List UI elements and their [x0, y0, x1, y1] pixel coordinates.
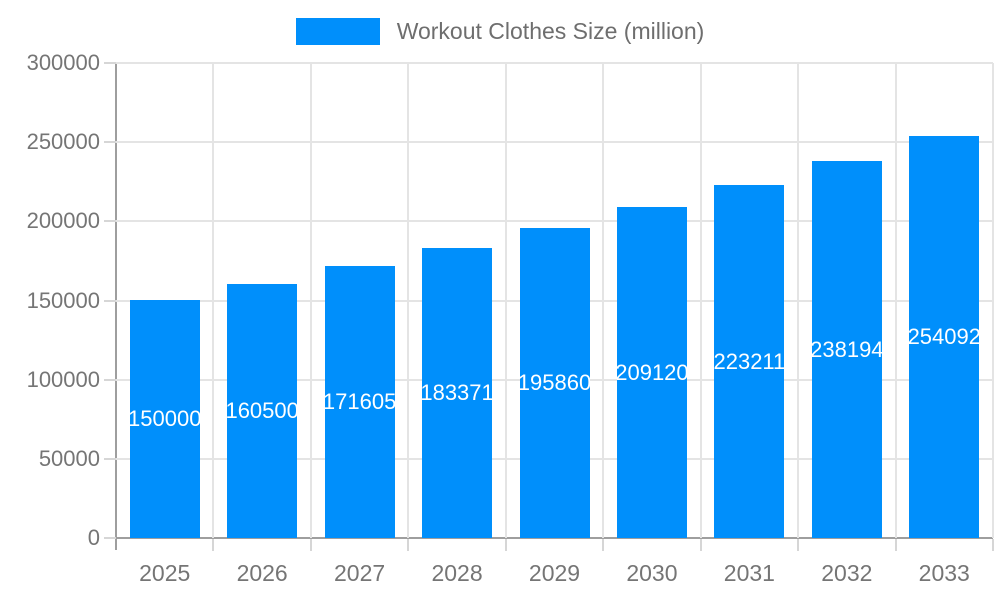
- y-axis-tick: [104, 62, 116, 64]
- v-gridline: [212, 63, 215, 538]
- bar-2027[interactable]: 171605: [324, 266, 395, 538]
- h-gridline: [116, 141, 993, 144]
- y-axis-tick: [104, 457, 116, 460]
- y-axis-label: 0: [87, 525, 100, 550]
- y-axis-tick: [104, 220, 116, 223]
- x-axis-label: 2030: [626, 560, 678, 586]
- bar-2026[interactable]: 160500: [227, 284, 298, 538]
- x-axis-tick: [992, 539, 994, 551]
- bar-2025[interactable]: 150000: [129, 300, 200, 538]
- x-axis-label: 2025: [139, 560, 191, 586]
- x-axis-line: [104, 537, 993, 539]
- y-axis-line: [115, 63, 117, 550]
- v-gridline: [699, 63, 702, 538]
- bar-value-label: 195860: [519, 370, 590, 395]
- bar-2032[interactable]: 238194: [811, 161, 882, 538]
- bar-value-label: 160500: [227, 398, 298, 423]
- x-axis-tick: [309, 539, 312, 551]
- bar-value-label: 150000: [129, 406, 200, 431]
- x-axis-label: 2029: [528, 560, 581, 586]
- bar-value-label: 171605: [324, 389, 395, 414]
- y-axis-label: 200000: [26, 208, 100, 234]
- y-axis-label: 50000: [38, 445, 100, 471]
- bar-2029[interactable]: 195860: [519, 228, 590, 538]
- v-gridline: [992, 63, 994, 538]
- y-axis-label: 150000: [26, 287, 100, 313]
- bar-2028[interactable]: 183371: [422, 248, 493, 538]
- bar-2031[interactable]: 223211: [714, 185, 785, 538]
- legend-item[interactable]: Workout Clothes Size (million): [295, 18, 705, 45]
- legend-label: Workout Clothes Size (million): [396, 18, 705, 44]
- bar-value-label: 209120: [616, 359, 687, 385]
- y-axis-tick: [104, 141, 116, 144]
- legend-swatch-icon: [295, 18, 380, 45]
- h-gridline: [116, 62, 993, 64]
- x-axis-label: 2027: [334, 560, 386, 586]
- x-axis-label: 2033: [918, 560, 970, 586]
- bar-value-label: 223211: [714, 348, 785, 374]
- x-axis-tick: [602, 539, 605, 551]
- bar-value-label: 183371: [422, 380, 493, 405]
- x-axis-label: 2032: [821, 560, 873, 586]
- legend: Workout Clothes Size (million): [0, 18, 1000, 45]
- bar-value-label: 238194: [811, 336, 882, 362]
- x-axis-tick: [407, 539, 410, 551]
- x-axis-tick: [212, 539, 215, 551]
- y-axis-label: 300000: [26, 50, 100, 75]
- v-gridline: [797, 63, 800, 538]
- y-axis-tick: [104, 537, 116, 539]
- v-gridline: [407, 63, 410, 538]
- y-axis-label: 100000: [26, 366, 100, 392]
- x-axis-tick: [797, 539, 800, 551]
- x-axis-label: 2028: [431, 560, 483, 586]
- x-axis-label: 2031: [723, 560, 775, 586]
- bar-2033[interactable]: 254092: [909, 136, 980, 538]
- bar-value-label: 254092: [909, 324, 980, 349]
- v-gridline: [504, 63, 507, 538]
- y-axis-tick: [104, 378, 116, 381]
- v-gridline: [602, 63, 605, 538]
- x-axis-tick: [504, 539, 507, 551]
- y-axis-tick: [104, 299, 116, 302]
- x-axis-label: 2026: [236, 560, 288, 586]
- x-axis-tick: [894, 539, 897, 551]
- x-axis-tick: [699, 539, 702, 551]
- v-gridline: [894, 63, 897, 538]
- y-axis-label: 250000: [26, 129, 100, 155]
- v-gridline: [309, 63, 312, 538]
- plot-area: 150000 160500 171605 183371 195860 209120 2232…: [116, 62, 994, 538]
- h-gridline: [116, 220, 993, 223]
- bar-2030[interactable]: 209120: [616, 207, 687, 538]
